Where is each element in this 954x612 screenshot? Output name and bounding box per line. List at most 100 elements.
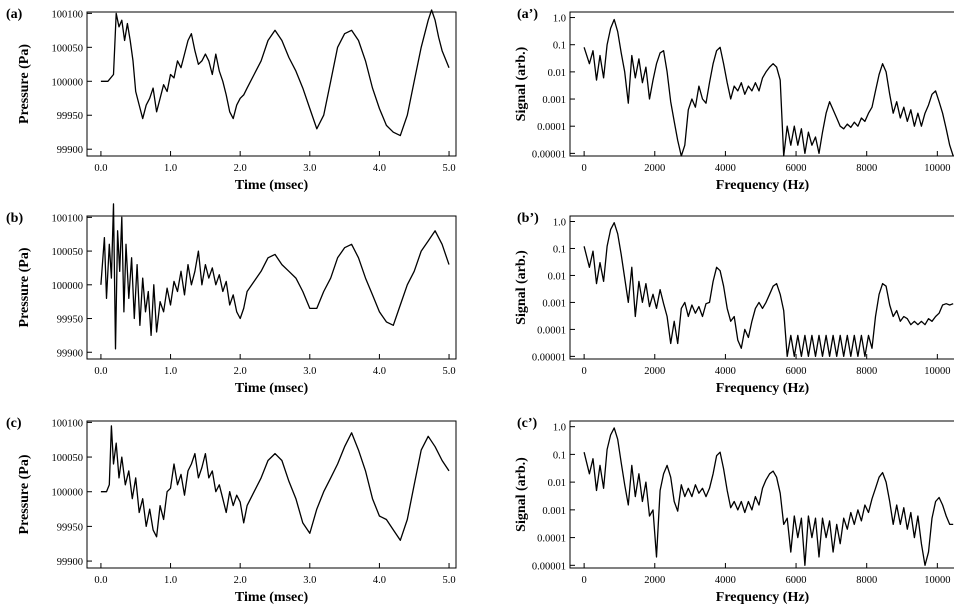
panel-label: (b’)	[517, 211, 539, 226]
x-tick-label: 10000	[924, 366, 950, 377]
x-tick-label: 1.0	[164, 575, 177, 586]
x-tick-label: 6000	[786, 575, 807, 586]
y-axis-label: Pressure (Pa)	[17, 44, 32, 124]
y-tick-label: 100000	[52, 77, 84, 88]
panel-b: 0.0 1.0 2.0 3.0 4.0 5.0 99900 99950 100000 100050…	[6, 203, 457, 396]
x-tick-label: 0	[582, 163, 587, 174]
y-tick-label: 100000	[52, 488, 84, 499]
x-tick-label: 0.0	[94, 575, 107, 586]
x-tick-label: 2.0	[234, 163, 247, 174]
y-tick-label: 100050	[52, 453, 84, 464]
x-tick-label: 2000	[644, 366, 665, 377]
y-tick-label: 99900	[57, 557, 83, 568]
panel-c-prime: 0 2000 4000 6000 8000 10000 1.0 0.1 0.01 0.001 0.0…	[514, 416, 954, 605]
x-tick-label: 3.0	[303, 163, 316, 174]
panel-label: (c’)	[517, 416, 538, 431]
y-tick-label: 0.1	[553, 244, 566, 255]
x-tick-label: 1.0	[164, 366, 177, 377]
y-tick-label: 100100	[52, 9, 84, 20]
y-tick-label: 0.0001	[537, 122, 566, 133]
x-tick-label: 8000	[856, 575, 877, 586]
x-tick-label: 3.0	[303, 575, 316, 586]
y-tick-label: 99950	[57, 111, 83, 122]
y-tick-label: 0.01	[548, 271, 566, 282]
x-tick-label: 6000	[786, 163, 807, 174]
x-tick-label: 4.0	[373, 163, 386, 174]
y-tick-label: 100100	[52, 213, 84, 224]
x-tick-label: 0.0	[94, 163, 107, 174]
x-tick-label: 4000	[715, 575, 736, 586]
series-line-a	[100, 9, 450, 137]
panel-a: 0.0 1.0 2.0 3.0 4.0 5.0 99900 99950 100000 100050…	[6, 7, 457, 193]
panel-label: (a)	[6, 7, 23, 22]
series-line-b	[100, 203, 450, 350]
panel-b-prime: 0 2000 4000 6000 8000 10000 1.0 0.1 0.01 0.001 0.0…	[514, 211, 954, 396]
x-axis-label: Time (msec)	[235, 178, 309, 193]
y-tick-label: 0.0001	[537, 325, 566, 336]
y-tick-label: 100050	[52, 43, 84, 54]
x-tick-label: 2.0	[234, 366, 247, 377]
y-tick-label: 100100	[52, 418, 84, 429]
x-tick-label: 0	[582, 575, 587, 586]
y-axis-label: Signal (arb.)	[514, 457, 529, 532]
x-tick-label: 0.0	[94, 366, 107, 377]
x-tick-label: 8000	[856, 163, 877, 174]
x-tick-label: 4.0	[373, 366, 386, 377]
series-line-c	[100, 425, 450, 541]
x-tick-label: 0	[582, 366, 587, 377]
y-tick-label: 1.0	[553, 14, 566, 25]
panel-label: (b)	[6, 211, 23, 226]
y-axis-label: Signal (arb.)	[514, 250, 529, 325]
y-tick-label: 0.001	[542, 95, 566, 106]
y-axis-label: Pressure (Pa)	[17, 247, 32, 327]
panel-label: (a’)	[517, 7, 538, 22]
plot-frame-a	[86, 11, 457, 157]
y-tick-label: 0.00001	[532, 149, 566, 160]
y-tick-label: 99950	[57, 315, 83, 326]
x-tick-label: 4000	[715, 366, 736, 377]
panel-label: (c)	[6, 416, 22, 431]
x-axis-label: Frequency (Hz)	[716, 381, 810, 396]
x-axis-label: Frequency (Hz)	[716, 178, 810, 193]
plot-frame-c	[86, 420, 457, 569]
y-axis-label: Signal (arb.)	[514, 46, 529, 121]
y-tick-label: 0.00001	[532, 561, 566, 572]
x-tick-label: 6000	[786, 366, 807, 377]
y-tick-label: 100000	[52, 281, 84, 292]
x-tick-label: 2.0	[234, 575, 247, 586]
y-tick-label: 1.0	[553, 218, 566, 229]
x-tick-label: 1.0	[164, 163, 177, 174]
y-axis-label: Pressure (Pa)	[17, 454, 32, 534]
y-tick-label: 99900	[57, 348, 83, 359]
x-tick-label: 5.0	[442, 163, 455, 174]
y-tick-label: 1.0	[553, 423, 566, 434]
x-tick-label: 10000	[924, 575, 950, 586]
y-tick-label: 100050	[52, 247, 84, 258]
x-tick-label: 5.0	[442, 366, 455, 377]
x-tick-label: 5.0	[442, 575, 455, 586]
x-tick-label: 10000	[924, 163, 950, 174]
plot-frame-a-prime	[569, 11, 954, 157]
y-tick-label: 0.01	[548, 478, 566, 489]
y-tick-label: 0.1	[553, 450, 566, 461]
panel-c: 0.0 1.0 2.0 3.0 4.0 5.0 99900 99950 100000 100050…	[6, 416, 457, 605]
y-tick-label: 99950	[57, 522, 83, 533]
x-axis-label: Time (msec)	[235, 381, 309, 396]
x-axis-label: Frequency (Hz)	[716, 590, 810, 605]
x-axis-label: Time (msec)	[235, 590, 309, 605]
x-tick-label: 2000	[644, 575, 665, 586]
series-line-a-prime	[583, 18, 954, 157]
y-tick-label: 0.0001	[537, 534, 566, 545]
plot-frame-b-prime	[569, 215, 954, 360]
y-tick-label: 0.1	[553, 41, 566, 52]
x-tick-label: 4000	[715, 163, 736, 174]
x-tick-label: 3.0	[303, 366, 316, 377]
x-tick-label: 2000	[644, 163, 665, 174]
y-tick-label: 0.00001	[532, 352, 566, 363]
plot-frame-c-prime	[569, 420, 954, 569]
x-tick-label: 4.0	[373, 575, 386, 586]
panel-a-prime: 0 2000 4000 6000 8000 10000 1.0 0.1 0.01 0.001 0.0…	[514, 7, 954, 193]
series-line-b-prime	[583, 222, 954, 358]
y-tick-label: 0.01	[548, 68, 566, 79]
